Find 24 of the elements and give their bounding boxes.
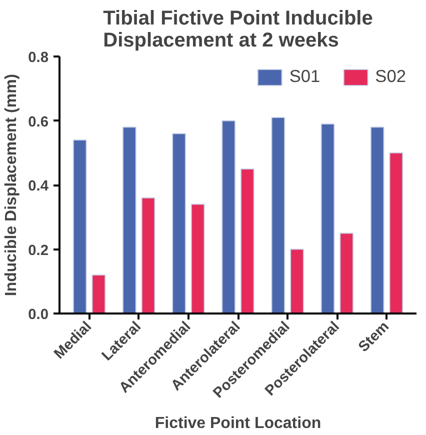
bar [72,140,87,314]
y-tick-label: 0.4 [28,178,50,194]
y-tick-label: 0.6 [28,114,48,130]
bar [122,126,136,314]
x-axis-title: Fictive Point Location [154,415,322,432]
y-tick-label: 0.2 [28,242,48,259]
y-tick-label: 0.8 [28,50,48,66]
legend-label: S02 [375,66,406,87]
bar [172,133,186,314]
bar [141,197,156,314]
bar [190,204,205,314]
bar [389,152,404,314]
y-axis-title: Inducible Displacement (mm) [3,74,20,296]
bar [92,274,106,314]
bar [240,168,254,314]
legend-label: S01 [289,66,320,87]
bar [290,248,304,314]
bar [340,232,354,314]
bar [222,120,236,314]
chart-title: Tibial Fictive Point Inducible Displacement at 2 weeks [103,8,373,52]
bar [370,126,384,314]
y-tick-label: 0.0 [28,307,48,323]
bar [320,123,335,314]
bar [271,117,286,314]
